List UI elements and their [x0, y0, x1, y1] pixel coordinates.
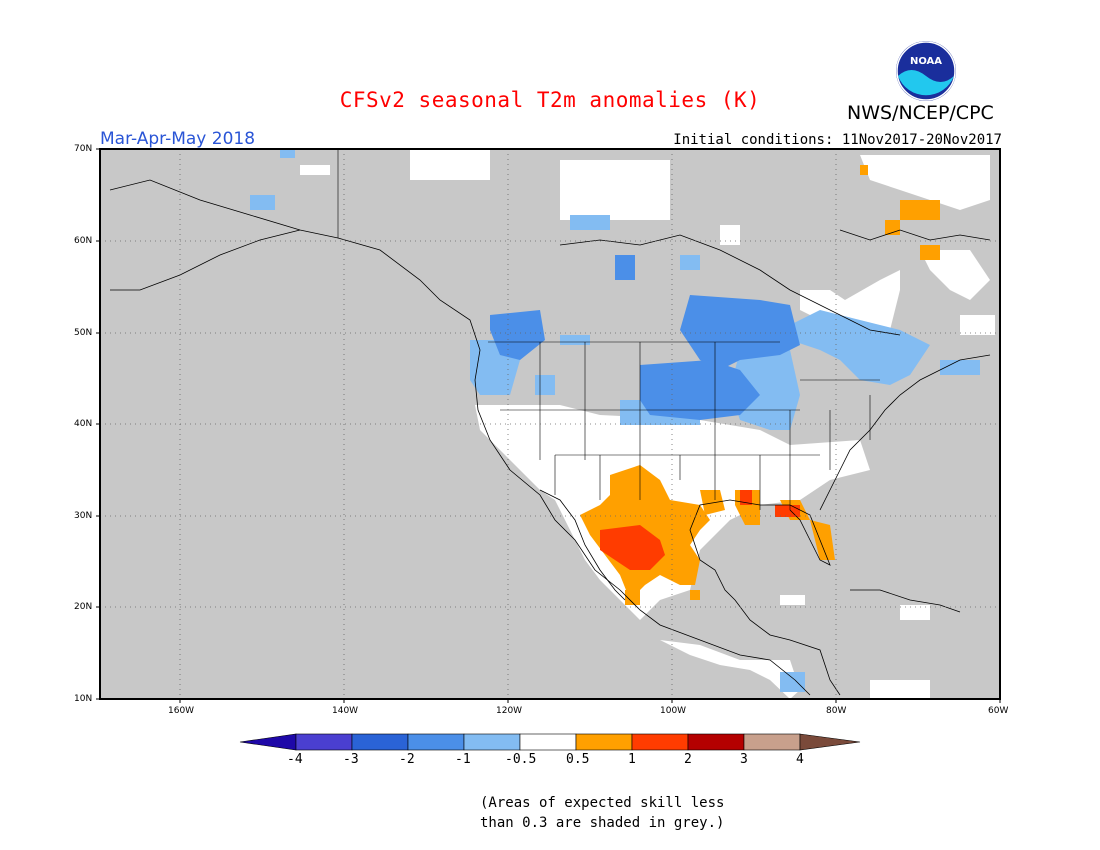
colorbar-label: 0.5 [566, 752, 590, 767]
lon-label: 80W [826, 706, 847, 716]
colorbar-label: 3 [740, 752, 748, 767]
colorbar-label: 4 [796, 752, 804, 767]
colorbar-label: 2 [684, 752, 692, 767]
colorbar-label: -2 [399, 752, 415, 767]
cold-anomaly-mid [490, 255, 800, 420]
coastlines [109, 179, 991, 696]
colorbar-label: -0.5 [505, 752, 537, 767]
lon-label: 140W [332, 706, 359, 716]
lat-label: 20N [74, 602, 93, 612]
skill-note-line2: than 0.3 are shaded in grey.) [480, 815, 725, 831]
colorbar-cell [687, 733, 745, 751]
organization-label: NWS/NCEP/CPC [847, 102, 994, 124]
forecast-period: Mar-Apr-May 2018 [100, 129, 256, 149]
initial-conditions: Initial conditions: 11Nov2017-20Nov2017 [673, 132, 1002, 148]
lon-label: 160W [168, 706, 195, 716]
colorbar-cell [351, 733, 409, 751]
lat-label: 10N [74, 694, 93, 704]
colorbar-label: 1 [628, 752, 636, 767]
colorbar-cell [519, 733, 577, 751]
map-title: CFSv2 seasonal T2m anomalies (K) [339, 88, 761, 112]
noaa-logo: NOAA [896, 41, 956, 101]
colorbar-label: -3 [343, 752, 359, 767]
axis-ticks [96, 148, 1001, 703]
colorbar-label: -4 [287, 752, 303, 767]
skill-note-line1: (Areas of expected skill less [480, 795, 725, 811]
lon-label: 60W [988, 706, 1009, 716]
colorbar-cell [743, 733, 801, 751]
colorbar-cell [575, 733, 633, 751]
graticule [100, 149, 1000, 699]
colorbar-cell [631, 733, 689, 751]
skill-note: (Areas of expected skill less than 0.3 a… [480, 793, 724, 833]
colorbar-cell [295, 733, 353, 751]
political-borders [337, 150, 880, 510]
lat-label: 40N [74, 419, 93, 429]
lon-label: 100W [660, 706, 687, 716]
colorbar-cell-max [799, 733, 861, 751]
colorbar-label: -1 [455, 752, 471, 767]
lat-label: 30N [74, 511, 93, 521]
colorbar-cell [463, 733, 521, 751]
lon-label: 120W [496, 706, 523, 716]
colorbar-cell-min [239, 733, 297, 751]
logo-text: NOAA [910, 56, 942, 67]
colorbar [239, 733, 861, 751]
lat-label: 60N [74, 236, 93, 246]
lat-label: 70N [74, 144, 93, 154]
lat-label: 50N [74, 328, 93, 338]
colorbar-cell [407, 733, 465, 751]
